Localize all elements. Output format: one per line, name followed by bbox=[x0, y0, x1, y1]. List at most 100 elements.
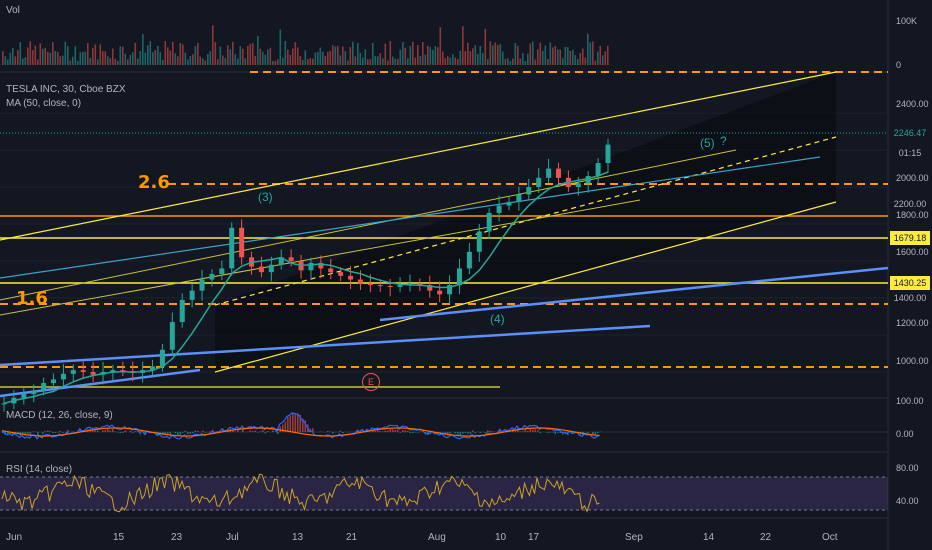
macd-histogram-bar bbox=[404, 430, 407, 432]
macd-tick-0: 0.00 bbox=[896, 429, 914, 439]
candle-body bbox=[397, 285, 403, 287]
candle-body bbox=[41, 383, 47, 391]
candle-body bbox=[456, 268, 462, 286]
volume-bar bbox=[49, 52, 52, 65]
volume-bar bbox=[334, 46, 337, 65]
volume-bar bbox=[557, 49, 559, 65]
candle-body bbox=[476, 231, 482, 252]
volume-bar bbox=[467, 42, 469, 65]
price-tick-1800: 1800.00 bbox=[896, 210, 929, 220]
volume-bar bbox=[297, 47, 299, 65]
macd-histogram-bar bbox=[49, 431, 52, 432]
volume-bar bbox=[289, 54, 292, 65]
candle-body bbox=[239, 227, 245, 258]
volume-bar bbox=[567, 47, 569, 65]
volume-bar bbox=[47, 51, 49, 65]
volume-bar bbox=[342, 46, 344, 65]
macd-histogram-bar bbox=[464, 432, 467, 433]
volume-bar bbox=[417, 45, 419, 65]
candle-body bbox=[70, 370, 76, 374]
candle-body bbox=[377, 285, 383, 287]
macd-histogram-bar bbox=[79, 428, 82, 432]
volume-bar bbox=[352, 41, 354, 65]
macd-histogram-bar bbox=[139, 432, 142, 435]
candle-body bbox=[427, 285, 433, 291]
volume-tick-100k: 100K bbox=[896, 16, 918, 26]
wave-label-4: (4) bbox=[490, 312, 505, 326]
volume-bar bbox=[89, 57, 92, 65]
earnings-event-marker[interactable]: E bbox=[362, 373, 380, 391]
level-tag-1679: 1679.18 bbox=[890, 231, 930, 245]
volume-bar bbox=[299, 56, 302, 65]
volume-bar bbox=[419, 56, 422, 65]
volume-bar bbox=[424, 54, 427, 65]
macd-histogram-bar bbox=[22, 432, 24, 434]
volume-bar bbox=[269, 47, 272, 65]
countdown-tag: 01:15 bbox=[890, 146, 930, 160]
volume-bar bbox=[107, 56, 109, 65]
volume-bar bbox=[539, 42, 542, 65]
volume-bar bbox=[227, 45, 229, 65]
macd-histogram-bar bbox=[559, 432, 562, 434]
rsi-pane-title: RSI (14, close) bbox=[6, 464, 73, 475]
candle-body bbox=[466, 251, 472, 269]
volume-bar bbox=[452, 54, 454, 65]
volume-bar bbox=[42, 48, 44, 65]
volume-bar bbox=[469, 51, 472, 65]
volume-bar bbox=[402, 42, 404, 65]
volume-bar bbox=[449, 57, 452, 65]
macd-histogram-bar bbox=[34, 431, 37, 432]
macd-histogram-bar bbox=[174, 432, 177, 434]
x-tick-21: 21 bbox=[346, 532, 358, 543]
volume-bar bbox=[4, 56, 7, 65]
macd-histogram-bar bbox=[402, 430, 404, 432]
macd-histogram-bar bbox=[552, 432, 554, 433]
volume-bar bbox=[482, 53, 484, 65]
candle-body bbox=[605, 144, 611, 164]
macd-histogram-bar bbox=[524, 428, 527, 432]
volume-bar bbox=[99, 44, 102, 65]
macd-histogram-bar bbox=[294, 413, 297, 432]
candle-body bbox=[585, 175, 591, 184]
macd-histogram-bar bbox=[7, 432, 9, 436]
volume-bar bbox=[177, 56, 179, 65]
rsi-band-fill bbox=[0, 477, 888, 510]
macd-histogram-bar bbox=[109, 430, 112, 432]
volume-bar bbox=[522, 53, 524, 65]
volume-bar bbox=[197, 42, 199, 65]
volume-bar bbox=[504, 59, 507, 65]
volume-bar bbox=[362, 57, 364, 65]
macd-histogram-bar bbox=[537, 430, 539, 432]
volume-bar bbox=[172, 41, 174, 65]
candle-body bbox=[60, 373, 66, 380]
macd-histogram-bar bbox=[252, 431, 254, 432]
candle-body bbox=[159, 349, 165, 367]
macd-signal-line bbox=[1, 427, 600, 437]
macd-histogram-bar bbox=[342, 432, 344, 434]
macd-histogram-bar bbox=[42, 432, 44, 434]
volume-bar bbox=[19, 41, 22, 65]
volume-bar bbox=[547, 59, 549, 65]
volume-bar bbox=[34, 45, 37, 65]
macd-histogram-bar bbox=[397, 429, 399, 432]
volume-bar bbox=[312, 58, 314, 65]
macd-histogram-bar bbox=[419, 431, 422, 432]
volume-bar bbox=[274, 60, 277, 65]
macd-histogram-bar bbox=[9, 432, 12, 434]
volume-bar bbox=[127, 59, 129, 65]
volume-bar bbox=[162, 59, 164, 65]
macd-histogram-bar bbox=[414, 432, 417, 433]
macd-histogram-bar bbox=[389, 429, 392, 432]
volume-bar bbox=[17, 49, 19, 65]
candle-body bbox=[407, 283, 413, 286]
channel-upper-line bbox=[0, 71, 837, 241]
macd-histogram-bar bbox=[272, 430, 274, 432]
volume-bar bbox=[234, 54, 237, 65]
volume-bar bbox=[442, 51, 444, 65]
macd-histogram-bar bbox=[534, 429, 537, 432]
volume-bar bbox=[309, 58, 312, 65]
candle-body bbox=[516, 194, 522, 202]
macd-pane-title: MACD (12, 26, close, 9) bbox=[6, 410, 113, 421]
volume-bar bbox=[604, 51, 607, 65]
volume-bar bbox=[607, 45, 609, 65]
